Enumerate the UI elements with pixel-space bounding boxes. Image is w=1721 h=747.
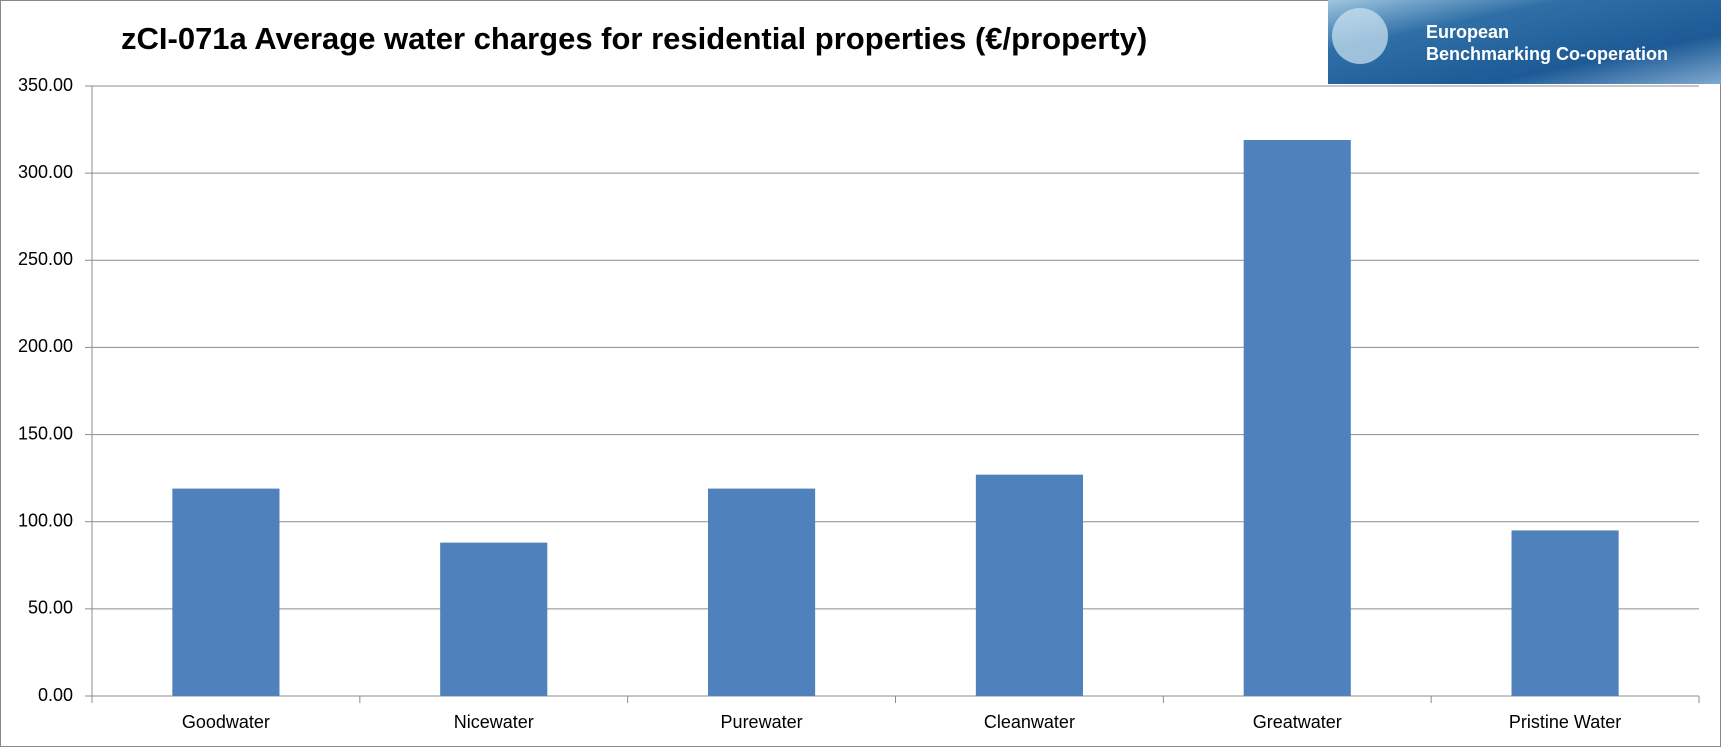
y-tick-label: 250.00 xyxy=(18,249,73,269)
y-tick-label: 50.00 xyxy=(28,598,73,618)
logo-text: Benchmarking Co-operation xyxy=(1426,44,1668,64)
chart-title: zCI-071a Average water charges for resid… xyxy=(121,21,1147,56)
logo-icon xyxy=(1332,8,1388,64)
x-tick-label: Pristine Water xyxy=(1509,712,1621,732)
bar xyxy=(172,488,280,696)
logo-text: European xyxy=(1426,22,1509,42)
bar xyxy=(1243,140,1351,696)
x-tick-label: Goodwater xyxy=(182,712,270,732)
y-tick-label: 0.00 xyxy=(38,685,73,705)
x-tick-label: Nicewater xyxy=(454,712,534,732)
x-tick-label: Cleanwater xyxy=(984,712,1075,732)
y-tick-label: 200.00 xyxy=(18,336,73,356)
logo-background xyxy=(1328,0,1721,84)
y-tick-label: 100.00 xyxy=(18,510,73,530)
x-tick-label: Greatwater xyxy=(1253,712,1342,732)
bar xyxy=(440,542,548,696)
bar xyxy=(708,488,816,696)
y-tick-label: 350.00 xyxy=(18,75,73,95)
x-tick-label: Purewater xyxy=(721,712,803,732)
logo: European Benchmarking Co-operation xyxy=(1328,0,1721,84)
bar xyxy=(975,474,1083,696)
bar xyxy=(1511,530,1619,696)
y-tick-label: 150.00 xyxy=(18,423,73,443)
y-tick-label: 300.00 xyxy=(18,162,73,182)
